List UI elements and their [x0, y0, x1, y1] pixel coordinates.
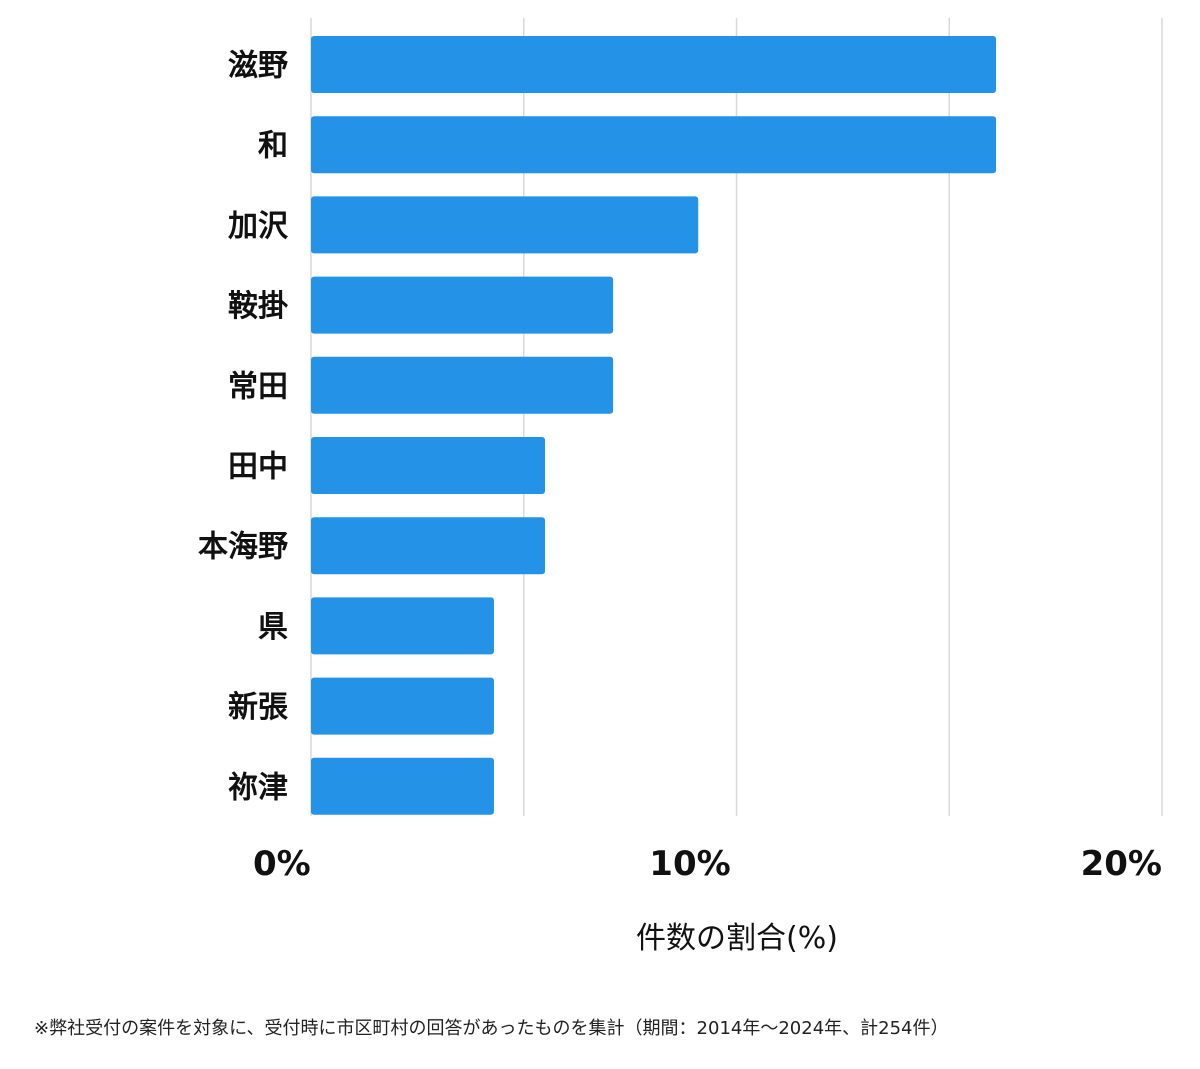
x-tick-labels: 0% 10% 20% — [253, 844, 1162, 884]
bar — [311, 276, 614, 334]
category-label: 鞍掛 — [228, 289, 288, 324]
bars — [311, 36, 997, 815]
category-label: 本海野 — [198, 530, 288, 565]
bar — [311, 597, 494, 655]
bar — [311, 757, 494, 815]
footnote: ※弊社受付の案件を対象に、受付時に市区町村の回答があったものを集計（期間：201… — [34, 1018, 949, 1039]
category-label: 和 — [258, 129, 288, 164]
bar — [311, 116, 997, 174]
category-label: 田中 — [228, 450, 288, 485]
x-axis-title: 件数の割合(%) — [636, 921, 838, 956]
bar — [311, 36, 997, 93]
category-label: 常田 — [228, 369, 288, 404]
x-tick-label: 20% — [1081, 844, 1162, 884]
category-label: 滋野 — [228, 49, 288, 84]
bar — [311, 677, 494, 735]
x-tick-label: 10% — [649, 844, 730, 884]
category-label: 祢津 — [228, 770, 288, 805]
category-label: 県 — [258, 610, 288, 645]
category-label: 加沢 — [228, 209, 289, 244]
bar — [311, 437, 546, 494]
category-label: 新張 — [228, 690, 288, 725]
bar — [311, 517, 546, 575]
bar — [311, 356, 614, 414]
x-tick-label: 0% — [253, 844, 311, 884]
bar — [311, 196, 699, 254]
